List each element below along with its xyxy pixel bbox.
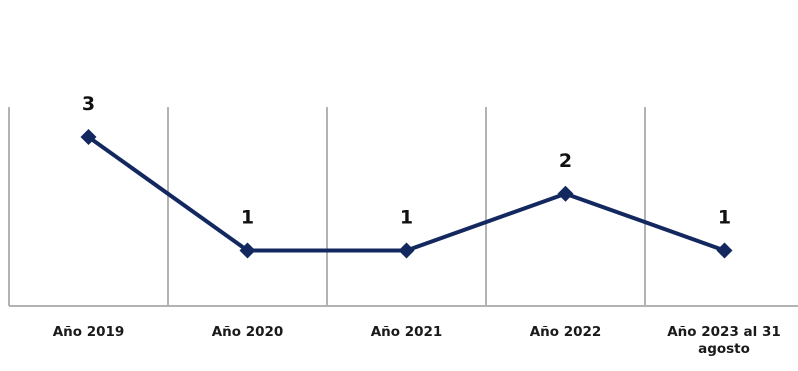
data-point-marker [80, 129, 97, 145]
data-label: 1 [400, 207, 413, 229]
data-labels: 3 1 1 2 1 [82, 93, 731, 229]
vertical-gridlines [8, 107, 646, 306]
data-point-marker [716, 242, 733, 259]
data-label: 2 [559, 150, 572, 172]
x-tick-label: Año 2019 [53, 324, 125, 340]
data-label: 1 [718, 207, 731, 229]
data-point-marker [239, 242, 256, 259]
x-tick-label: Año 2020 [212, 324, 284, 340]
series-markers [80, 129, 733, 259]
x-tick-label: Año 2023 al 31 agosto [667, 324, 781, 357]
x-tick-label: Año 2022 [530, 324, 602, 340]
data-point-marker [398, 242, 415, 259]
x-axis-tick-labels: Año 2019 Año 2020 Año 2021 Año 2022 Año 2023… [53, 324, 781, 357]
series-line [87, 135, 726, 253]
x-tick-label: Año 2021 [371, 324, 443, 340]
data-point-marker [557, 185, 574, 202]
data-label: 1 [241, 207, 254, 229]
data-label: 3 [82, 93, 95, 115]
